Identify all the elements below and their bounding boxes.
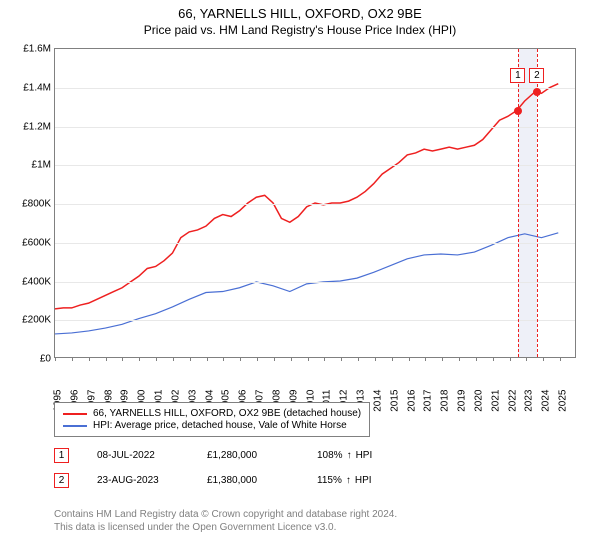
legend-item: 66, YARNELLS HILL, OXFORD, OX2 9BE (deta…	[63, 408, 361, 419]
y-axis-label: £1M	[7, 160, 51, 171]
event-hpi: 108% ↑ HPI	[317, 450, 372, 461]
y-axis-label: £1.6M	[7, 44, 51, 55]
event-hpi-pct: 108%	[317, 450, 343, 461]
events-table: 1 08-JUL-2022 £1,280,000 108% ↑ HPI 2 23…	[54, 448, 372, 498]
x-axis-label: 2016	[406, 390, 417, 412]
event-marker-box: 2	[529, 68, 544, 83]
x-axis-label: 2023	[524, 390, 535, 412]
x-axis-label: 2022	[507, 390, 518, 412]
price-point	[533, 88, 541, 96]
event-hpi-label: HPI	[356, 450, 373, 461]
x-axis-label: 2025	[558, 390, 569, 412]
arrow-up-icon: ↑	[346, 475, 351, 486]
y-axis-label: £200K	[7, 315, 51, 326]
legend-label: HPI: Average price, detached house, Vale…	[93, 420, 347, 431]
footer-line: Contains HM Land Registry data © Crown c…	[54, 508, 397, 521]
y-axis-label: £600K	[7, 237, 51, 248]
x-axis-label: 2017	[423, 390, 434, 412]
y-axis-label: £1.4M	[7, 82, 51, 93]
event-hpi-pct: 115%	[317, 475, 342, 486]
legend-swatch	[63, 425, 87, 427]
y-axis-label: £800K	[7, 199, 51, 210]
x-axis-label: 2020	[473, 390, 484, 412]
legend-swatch	[63, 413, 87, 415]
event-price: £1,280,000	[207, 450, 317, 461]
event-hpi: 115% ↑ HPI	[317, 475, 372, 486]
title-block: 66, YARNELLS HILL, OXFORD, OX2 9BE Price…	[0, 0, 600, 37]
legend-item: HPI: Average price, detached house, Vale…	[63, 420, 361, 431]
x-axis-label: 2018	[440, 390, 451, 412]
event-vertical-line	[518, 49, 519, 357]
chart-svg	[55, 49, 575, 357]
x-axis-label: 2021	[490, 390, 501, 412]
event-marker-box: 1	[510, 68, 525, 83]
footer: Contains HM Land Registry data © Crown c…	[54, 508, 397, 534]
legend: 66, YARNELLS HILL, OXFORD, OX2 9BE (deta…	[54, 402, 370, 437]
series-line	[55, 84, 558, 309]
event-row: 2 23-AUG-2023 £1,380,000 115% ↑ HPI	[54, 473, 372, 488]
price-point	[514, 107, 522, 115]
event-row: 1 08-JUL-2022 £1,280,000 108% ↑ HPI	[54, 448, 372, 463]
event-marker-box: 2	[54, 473, 69, 488]
chart-area: £0£200K£400K£600K£800K£1M£1.2M£1.4M£1.6M…	[54, 48, 576, 358]
y-axis-label: £1.2M	[7, 121, 51, 132]
x-axis-label: 2024	[541, 390, 552, 412]
arrow-up-icon: ↑	[347, 450, 352, 461]
event-marker-box: 1	[54, 448, 69, 463]
chart-container: 66, YARNELLS HILL, OXFORD, OX2 9BE Price…	[0, 0, 600, 560]
y-axis-label: £400K	[7, 276, 51, 287]
x-axis-label: 2015	[389, 390, 400, 412]
event-hpi-label: HPI	[355, 475, 372, 486]
event-price: £1,380,000	[207, 475, 317, 486]
chart-subtitle: Price paid vs. HM Land Registry's House …	[0, 23, 600, 37]
series-line	[55, 233, 558, 334]
footer-line: This data is licensed under the Open Gov…	[54, 521, 397, 534]
x-axis-label: 2014	[372, 390, 383, 412]
legend-label: 66, YARNELLS HILL, OXFORD, OX2 9BE (deta…	[93, 408, 361, 419]
y-axis-label: £0	[7, 354, 51, 365]
x-axis-label: 2019	[457, 390, 468, 412]
event-date: 08-JUL-2022	[97, 450, 207, 461]
event-date: 23-AUG-2023	[97, 475, 207, 486]
chart-title: 66, YARNELLS HILL, OXFORD, OX2 9BE	[0, 6, 600, 21]
